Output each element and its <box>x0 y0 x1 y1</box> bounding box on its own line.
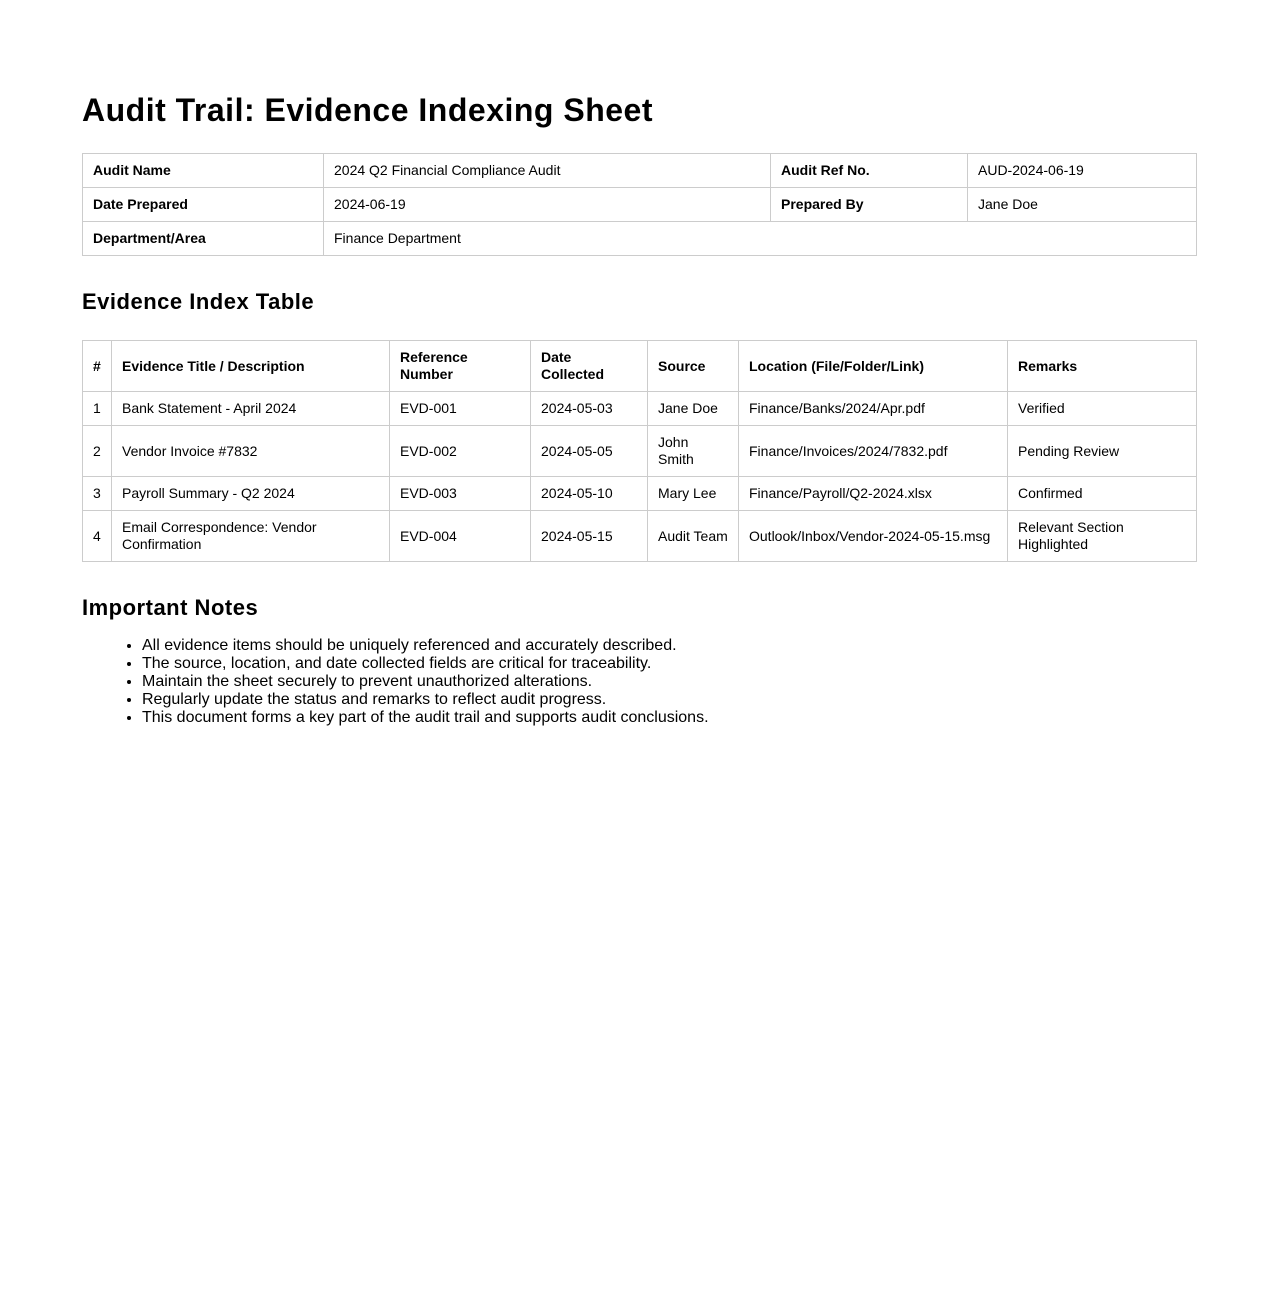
table-cell: Relevant Section Highlighted <box>1007 510 1197 562</box>
column-header: # <box>82 340 112 392</box>
prepared-by-value: Jane Doe <box>967 187 1197 222</box>
column-header: Remarks <box>1007 340 1197 392</box>
table-cell: Payroll Summary - Q2 2024 <box>111 476 390 511</box>
table-cell: EVD-002 <box>389 425 531 477</box>
column-header: Reference Number <box>389 340 531 392</box>
table-cell: 2024-05-05 <box>530 425 648 477</box>
table-row: 2 Vendor Invoice #7832 EVD-002 2024-05-05 Jo… <box>82 425 1197 477</box>
table-cell: Finance/Payroll/Q2-2024.xlsx <box>738 476 1008 511</box>
table-row: Audit Name 2024 Q2 Financial Compliance … <box>82 153 1197 188</box>
date-prepared-label: Date Prepared <box>82 187 324 222</box>
table-cell: 2024-05-03 <box>530 391 648 426</box>
table-cell: Email Correspondence: Vendor Confirmatio… <box>111 510 390 562</box>
evidence-table: # Evidence Title / Description Reference N… <box>82 340 1197 562</box>
table-cell: Mary Lee <box>647 476 739 511</box>
table-cell: 2024-05-15 <box>530 510 648 562</box>
prepared-by-label: Prepared By <box>770 187 968 222</box>
table-cell: Verified <box>1007 391 1197 426</box>
table-cell: Jane Doe <box>647 391 739 426</box>
notes-list: All evidence items should be uniquely re… <box>82 637 709 727</box>
audit-ref-label: Audit Ref No. <box>770 153 968 188</box>
note-item: This document forms a key part of the au… <box>142 709 709 727</box>
notes-heading: Important Notes <box>82 595 259 620</box>
table-cell: Finance/Invoices/2024/7832.pdf <box>738 425 1008 477</box>
table-row: Department/Area Finance Department <box>82 221 1197 256</box>
table-row: Date Prepared 2024-06-19 Prepared By Jan… <box>82 187 1197 222</box>
date-prepared-value: 2024-06-19 <box>323 187 771 222</box>
table-cell: Vendor Invoice #7832 <box>111 425 390 477</box>
audit-name-label: Audit Name <box>82 153 324 188</box>
table-header-row: # Evidence Title / Description Reference N… <box>82 340 1197 392</box>
table-cell: 4 <box>82 510 112 562</box>
column-header: Date Collected <box>530 340 648 392</box>
note-item: The source, location, and date collected… <box>142 655 709 673</box>
audit-ref-value: AUD-2024-06-19 <box>967 153 1197 188</box>
note-item: Maintain the sheet securely to prevent u… <box>142 673 709 691</box>
table-cell: Confirmed <box>1007 476 1197 511</box>
table-cell: 1 <box>82 391 112 426</box>
note-item: All evidence items should be uniquely re… <box>142 637 709 655</box>
note-item: Regularly update the status and remarks … <box>142 691 709 709</box>
evidence-heading: Evidence Index Table <box>82 289 315 314</box>
audit-info-table: Audit Name 2024 Q2 Financial Compliance … <box>82 153 1197 256</box>
column-header: Source <box>647 340 739 392</box>
page-title: Audit Trail: Evidence Indexing Sheet <box>82 92 653 128</box>
table-cell: John Smith <box>647 425 739 477</box>
column-header: Evidence Title / Description <box>111 340 390 392</box>
department-value: Finance Department <box>323 221 1197 256</box>
table-cell: EVD-001 <box>389 391 531 426</box>
table-cell: Pending Review <box>1007 425 1197 477</box>
table-cell: 2024-05-10 <box>530 476 648 511</box>
table-cell: Audit Team <box>647 510 739 562</box>
column-header: Location (File/Folder/Link) <box>738 340 1008 392</box>
table-row: 3 Payroll Summary - Q2 2024 EVD-003 2024-05… <box>82 476 1197 511</box>
table-cell: Outlook/Inbox/Vendor-2024-05-15.msg <box>738 510 1008 562</box>
table-cell: Bank Statement - April 2024 <box>111 391 390 426</box>
table-cell: Finance/Banks/2024/Apr.pdf <box>738 391 1008 426</box>
audit-name-value: 2024 Q2 Financial Compliance Audit <box>323 153 771 188</box>
table-row: 4 Email Correspondence: Vendor Confirmati… <box>82 510 1197 562</box>
table-cell: EVD-003 <box>389 476 531 511</box>
table-cell: 2 <box>82 425 112 477</box>
table-cell: 3 <box>82 476 112 511</box>
department-label: Department/Area <box>82 221 324 256</box>
table-cell: EVD-004 <box>389 510 531 562</box>
table-row: 1 Bank Statement - April 2024 EVD-001 2024-… <box>82 391 1197 426</box>
